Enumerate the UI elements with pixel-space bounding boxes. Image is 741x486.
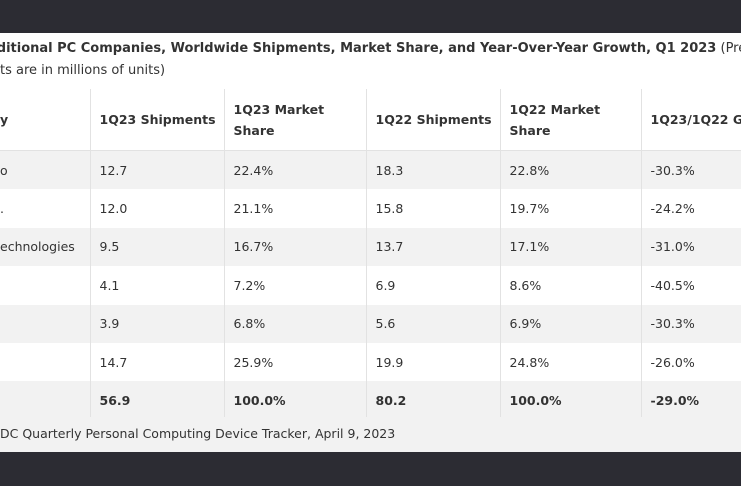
caption-note-line2: ts are in millions of units) <box>0 63 166 78</box>
table-row: 3.9 6.8% 5.6 6.9% -30.3% <box>0 304 741 343</box>
header-1q23-shipments: 1Q23 Shipments <box>90 89 225 151</box>
cell-company <box>0 266 91 305</box>
table-row: 4.1 7.2% 6.9 8.6% -40.5% <box>0 266 741 305</box>
cell: 21.1% <box>224 189 367 228</box>
cell: 8.6% <box>500 266 642 305</box>
cell: -29.0% <box>641 381 741 420</box>
cell: 12.7 <box>90 150 225 190</box>
cell: 3.9 <box>90 304 225 343</box>
table-row: o 12.7 22.4% 18.3 22.8% -30.3% <box>0 150 741 190</box>
cell: 100.0% <box>224 381 367 420</box>
cell: 17.1% <box>500 227 642 267</box>
cell: 6.9 <box>366 266 501 305</box>
cell-company <box>0 381 91 420</box>
cell-company: o <box>0 150 91 190</box>
header-1q22-shipments: 1Q22 Shipments <box>366 89 501 151</box>
table-caption: aditional PC Companies, Worldwide Shipme… <box>0 38 741 82</box>
cell: 16.7% <box>224 227 367 267</box>
cell: 18.3 <box>366 150 501 190</box>
caption-title: aditional PC Companies, Worldwide Shipme… <box>0 41 717 56</box>
header-1q23-share: 1Q23 Market Share <box>224 89 367 151</box>
cell-company <box>0 342 91 382</box>
header-1q22-share: 1Q22 Market Share <box>500 89 642 151</box>
cell: 19.7% <box>500 189 642 228</box>
cell-company <box>0 304 91 343</box>
table-header-row: y 1Q23 Shipments 1Q23 Market Share 1Q22 … <box>0 89 741 151</box>
cell: -26.0% <box>641 342 741 382</box>
cell-company: echnologies <box>0 227 91 267</box>
cell: 80.2 <box>366 381 501 420</box>
source-row <box>0 417 741 452</box>
cell: 6.9% <box>500 304 642 343</box>
cell: 22.4% <box>224 150 367 190</box>
table-row: 14.7 25.9% 19.9 24.8% -26.0% <box>0 342 741 382</box>
cell: 15.8 <box>366 189 501 228</box>
cell: 7.2% <box>224 266 367 305</box>
cell: -30.3% <box>641 304 741 343</box>
cell-company: . <box>0 189 91 228</box>
cell: 22.8% <box>500 150 642 190</box>
cell: 13.7 <box>366 227 501 267</box>
cell: 14.7 <box>90 342 225 382</box>
source-text: DC Quarterly Personal Computing Device T… <box>0 426 396 441</box>
header-yoy-growth: 1Q23/1Q22 Gr <box>641 89 741 151</box>
cell: 9.5 <box>90 227 225 267</box>
cell: 5.6 <box>366 304 501 343</box>
cell: 4.1 <box>90 266 225 305</box>
cell: 24.8% <box>500 342 642 382</box>
cell: 25.9% <box>224 342 367 382</box>
cell: -40.5% <box>641 266 741 305</box>
header-company: y <box>0 89 91 151</box>
cell: 6.8% <box>224 304 367 343</box>
cell: 19.9 <box>366 342 501 382</box>
caption-note: (Preliminary re <box>720 41 741 56</box>
table-row-total: 56.9 100.0% 80.2 100.0% -29.0% <box>0 381 741 420</box>
cell: 56.9 <box>90 381 225 420</box>
cell: -31.0% <box>641 227 741 267</box>
data-table-panel: aditional PC Companies, Worldwide Shipme… <box>0 33 741 452</box>
table-row: echnologies 9.5 16.7% 13.7 17.1% -31.0% <box>0 227 741 267</box>
cell: -30.3% <box>641 150 741 190</box>
shipments-table: y 1Q23 Shipments 1Q23 Market Share 1Q22 … <box>0 89 741 420</box>
cell: 100.0% <box>500 381 642 420</box>
cell: 12.0 <box>90 189 225 228</box>
table-row: . 12.0 21.1% 15.8 19.7% -24.2% <box>0 189 741 228</box>
cell: -24.2% <box>641 189 741 228</box>
